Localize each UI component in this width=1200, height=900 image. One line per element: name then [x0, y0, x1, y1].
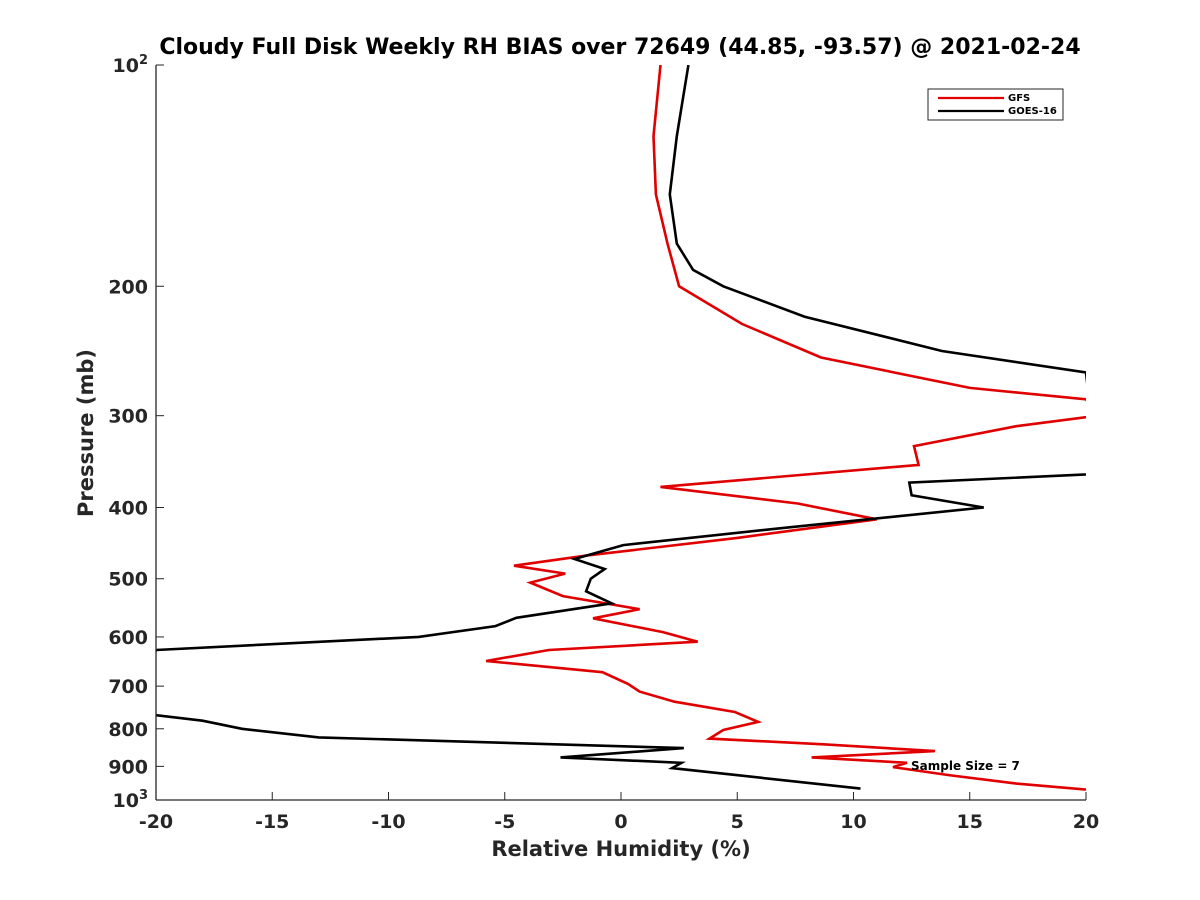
- y-tick-label: 800: [108, 719, 148, 741]
- x-tick-label: 10: [840, 811, 866, 833]
- plot-area-background: [156, 65, 1086, 800]
- x-tick-label: -15: [255, 811, 289, 833]
- x-tick-label: -10: [371, 811, 405, 833]
- x-axis-label: Relative Humidity (%): [491, 837, 750, 861]
- legend: GFS GOES-16: [927, 88, 1064, 121]
- y-ticks: 102 200 300 400 500 600 700 800 900 103: [108, 53, 164, 812]
- legend-label-goes16: GOES-16: [1008, 106, 1057, 117]
- y-tick-label: 600: [108, 627, 148, 649]
- x-tick-label: 0: [614, 811, 627, 833]
- y-tick-label: 700: [108, 676, 148, 698]
- x-tick-label: 20: [1073, 811, 1099, 833]
- legend-box: [927, 88, 1064, 121]
- sample-size-annotation: Sample Size = 7: [911, 759, 1020, 773]
- y-tick-label: 200: [108, 276, 148, 298]
- legend-label-gfs: GFS: [1008, 93, 1030, 104]
- x-tick-label: 15: [957, 811, 983, 833]
- x-ticks: -20 -15 -10 -5 0 5 10 15 20: [139, 792, 1099, 833]
- series-layer: [156, 65, 1086, 791]
- x-tick-label: 5: [731, 811, 744, 833]
- y-axis-label: Pressure (mb): [74, 349, 98, 517]
- y-tick-label: 900: [108, 756, 148, 778]
- y-tick-label: 102: [113, 53, 149, 77]
- chart-title: Cloudy Full Disk Weekly RH BIAS over 726…: [159, 35, 1080, 60]
- y-tick-label: 500: [108, 569, 148, 591]
- x-tick-label: -20: [139, 811, 173, 833]
- x-tick-label: -5: [494, 811, 515, 833]
- series-line-gfs: [485, 65, 1086, 791]
- series-line-goes16: [156, 65, 1086, 790]
- y-tick-label: 300: [108, 406, 148, 428]
- y-tick-label: 103: [113, 788, 149, 812]
- y-tick-label: 400: [108, 498, 148, 520]
